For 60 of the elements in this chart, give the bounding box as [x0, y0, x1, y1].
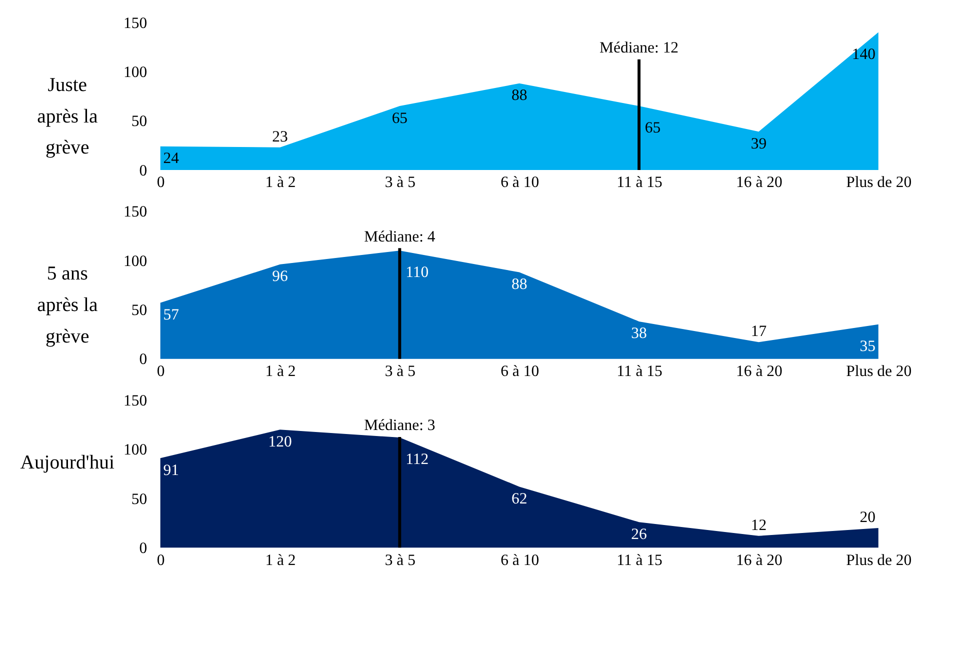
- x-tick-label: 11 à 15: [616, 552, 662, 569]
- data-label: 35: [860, 338, 876, 355]
- x-tick-label: 16 à 20: [736, 174, 782, 192]
- x-tick-label: 3 à 5: [384, 552, 416, 569]
- data-label: 24: [163, 150, 180, 168]
- x-tick-label: 0: [156, 552, 165, 569]
- y-tick-label: 150: [123, 392, 148, 410]
- y-axis-title: 5 ans après la grève: [37, 262, 98, 348]
- data-label: 17: [750, 323, 767, 340]
- x-tick-label: 0: [156, 363, 165, 380]
- x-tick-label: 3 à 5: [384, 363, 416, 380]
- data-label: 65: [644, 120, 661, 137]
- x-tick-label: 1 à 2: [265, 552, 296, 569]
- data-label: 65: [392, 110, 408, 127]
- data-label: 88: [511, 276, 528, 293]
- data-label: 120: [268, 433, 292, 450]
- y-tick-label: 50: [131, 113, 148, 130]
- data-label: 96: [272, 268, 288, 286]
- x-tick-label: 16 à 20: [736, 552, 782, 569]
- y-tick-label: 100: [123, 442, 148, 459]
- data-label: 91: [163, 462, 179, 479]
- x-tick-label: 1 à 2: [265, 174, 296, 192]
- y-axis-title: Aujourd'hui: [20, 452, 115, 474]
- x-tick-label: Plus de 20: [846, 174, 912, 192]
- x-tick-label: 6 à 10: [500, 174, 540, 192]
- y-tick-label: 100: [123, 252, 148, 270]
- ref-line-label: Médiane: 4: [364, 228, 436, 246]
- x-tick-label: 16 à 20: [736, 363, 782, 380]
- y-tick-label: 100: [123, 64, 148, 82]
- y-tick-label: 0: [139, 540, 148, 558]
- data-label: 88: [511, 87, 528, 104]
- y-axis-title: Juste après la grève: [37, 74, 98, 159]
- y-tick-label: 50: [131, 302, 148, 320]
- data-label: 38: [631, 325, 648, 342]
- ref-line-label: Médiane: 3: [364, 417, 436, 434]
- ref-line-label: Médiane: 12: [600, 39, 679, 56]
- y-tick-label: 150: [123, 14, 148, 32]
- x-tick-label: 6 à 10: [500, 363, 540, 380]
- x-tick-label: 11 à 15: [616, 174, 662, 192]
- data-label: 112: [406, 451, 429, 468]
- y-tick-label: 0: [139, 162, 148, 180]
- x-tick-label: Plus de 20: [846, 552, 912, 569]
- data-label: 20: [860, 509, 876, 526]
- x-tick-label: 1 à 2: [265, 363, 296, 380]
- data-label: 140: [852, 46, 876, 63]
- x-tick-label: Plus de 20: [846, 363, 912, 380]
- x-tick-label: 3 à 5: [384, 174, 416, 192]
- x-tick-label: 6 à 10: [500, 552, 540, 569]
- y-tick-label: 0: [139, 351, 148, 368]
- data-label: 57: [163, 306, 180, 324]
- data-label: 12: [750, 516, 767, 534]
- data-label: 62: [511, 490, 528, 508]
- data-label: 26: [631, 526, 648, 543]
- data-label: 23: [272, 128, 288, 146]
- y-tick-label: 50: [131, 490, 148, 508]
- data-label: 110: [406, 264, 429, 282]
- x-tick-label: 0: [156, 174, 165, 192]
- x-tick-label: 11 à 15: [616, 363, 662, 380]
- y-tick-label: 150: [123, 204, 148, 221]
- data-label: 39: [750, 135, 767, 152]
